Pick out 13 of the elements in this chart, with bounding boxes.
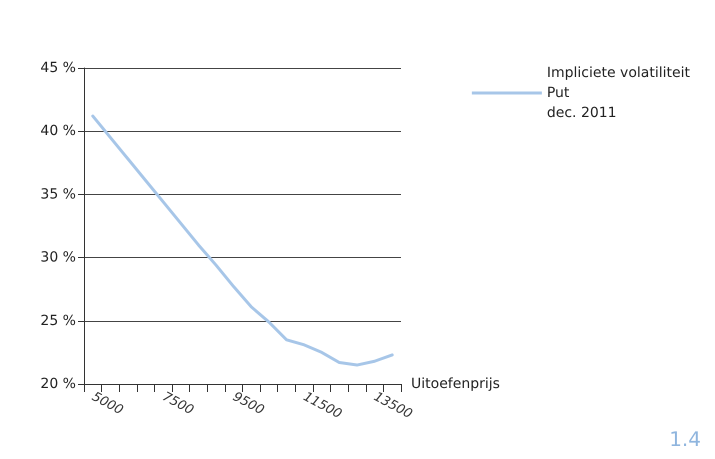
legend-label: Impliciete volatiliteit Put dec. 2011	[546, 65, 691, 121]
text: 1.4	[669, 427, 702, 451]
y-tick-label: 40 %	[40, 123, 76, 140]
line-series	[91, 114, 394, 367]
x-tick-label: 5000	[89, 389, 126, 418]
x-axis-title: Uitoefenprijs	[411, 376, 500, 392]
y-tick-label: 20 %	[40, 376, 76, 392]
y-tick-label: 35 %	[40, 186, 76, 202]
y-tick-label: 45 %	[40, 60, 76, 76]
y-tick-label: 25 %	[40, 312, 76, 329]
y-tick-label: 30 %	[40, 250, 76, 266]
x-tick-label: 9500	[230, 389, 266, 418]
x-tick-label: 7500	[160, 389, 196, 418]
